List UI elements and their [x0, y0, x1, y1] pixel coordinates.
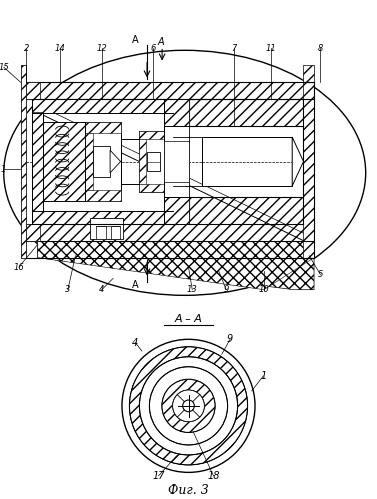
- Text: 9: 9: [224, 285, 229, 294]
- Text: 5: 5: [318, 270, 323, 279]
- Text: 10: 10: [259, 285, 269, 294]
- Text: 11: 11: [266, 44, 277, 53]
- Bar: [85, 190, 121, 201]
- Text: 8: 8: [318, 44, 323, 53]
- Bar: [164, 197, 188, 224]
- Bar: [90, 218, 123, 239]
- Bar: [93, 146, 110, 177]
- Text: 17: 17: [152, 471, 165, 481]
- Bar: [26, 82, 40, 99]
- Text: 18: 18: [207, 471, 220, 481]
- Polygon shape: [292, 137, 303, 186]
- Text: 9: 9: [227, 334, 233, 344]
- Polygon shape: [110, 150, 121, 173]
- Text: 1: 1: [260, 371, 267, 381]
- Bar: [26, 224, 40, 241]
- Bar: [164, 141, 188, 182]
- Bar: [139, 131, 164, 192]
- Text: 14: 14: [55, 44, 66, 53]
- Bar: [188, 99, 303, 126]
- Bar: [32, 112, 43, 211]
- Text: А: А: [158, 36, 164, 46]
- Bar: [85, 122, 121, 201]
- Bar: [202, 137, 292, 186]
- Bar: [147, 152, 160, 171]
- Text: 2: 2: [24, 44, 29, 53]
- Bar: [139, 184, 164, 192]
- Bar: [139, 139, 146, 184]
- Circle shape: [149, 367, 228, 445]
- Text: 15: 15: [0, 63, 9, 72]
- Bar: [303, 65, 314, 257]
- Circle shape: [173, 390, 204, 422]
- Text: А – А: А – А: [175, 314, 202, 324]
- Text: 7: 7: [231, 44, 236, 53]
- Circle shape: [139, 357, 238, 455]
- Bar: [21, 65, 26, 257]
- Text: 6: 6: [150, 44, 155, 53]
- Text: Фиг. 3: Фиг. 3: [168, 484, 209, 497]
- Wedge shape: [129, 347, 248, 465]
- Bar: [188, 197, 303, 224]
- Text: 4: 4: [99, 285, 104, 294]
- Bar: [139, 131, 164, 139]
- Text: А: А: [132, 280, 139, 290]
- Text: 4: 4: [132, 338, 138, 348]
- Bar: [85, 133, 93, 190]
- Wedge shape: [162, 379, 215, 433]
- Wedge shape: [149, 367, 228, 445]
- Bar: [111, 226, 120, 239]
- Bar: [164, 126, 188, 197]
- Text: 1: 1: [1, 165, 6, 174]
- Wedge shape: [129, 347, 248, 465]
- Polygon shape: [38, 241, 314, 290]
- Bar: [32, 211, 173, 224]
- Text: 12: 12: [97, 44, 107, 53]
- Polygon shape: [38, 241, 314, 290]
- Bar: [26, 82, 313, 99]
- Bar: [85, 122, 121, 133]
- Text: 16: 16: [14, 262, 24, 271]
- Text: 3: 3: [65, 285, 70, 294]
- Bar: [164, 99, 188, 126]
- Text: А: А: [132, 35, 139, 45]
- Bar: [26, 224, 313, 241]
- Bar: [32, 99, 173, 112]
- Circle shape: [173, 390, 204, 422]
- Text: 13: 13: [187, 285, 198, 294]
- Bar: [21, 65, 26, 257]
- Bar: [43, 122, 85, 201]
- Bar: [96, 226, 106, 239]
